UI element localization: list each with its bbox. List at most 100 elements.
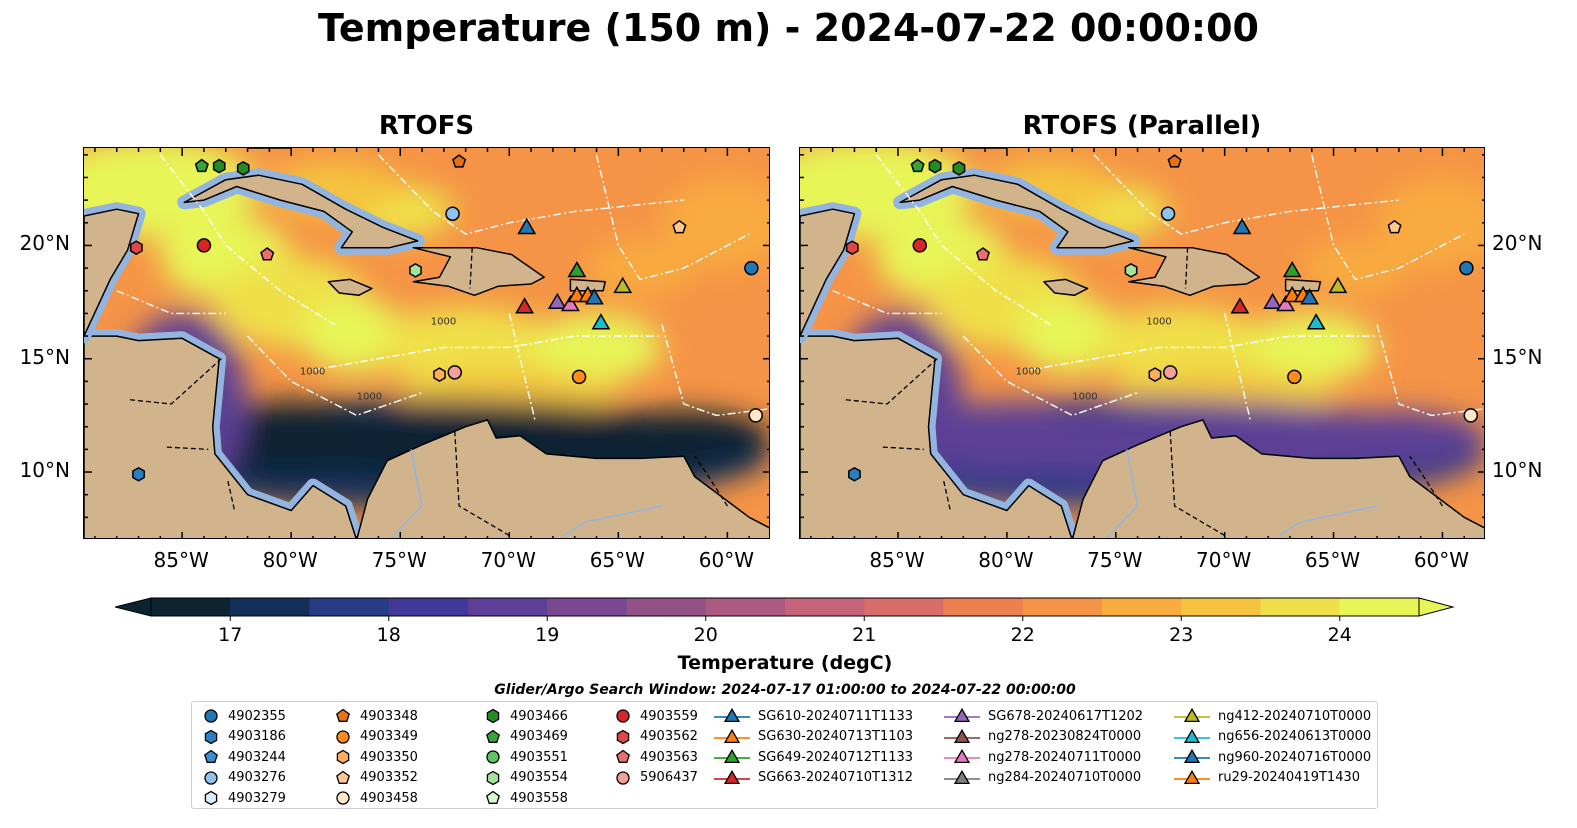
lon-tick-label: 80°W xyxy=(262,548,318,572)
observation-marker[interactable]: ng656-20240613T0000 xyxy=(1306,313,1326,330)
observation-marker[interactable]: 4903348 xyxy=(1167,154,1182,168)
legend-pentagon-icon xyxy=(486,790,500,804)
colorbar-bin xyxy=(1339,598,1420,616)
observation-marker[interactable]: 4903562 xyxy=(845,240,859,256)
lat-tick-label: 15°N xyxy=(1492,344,1543,369)
observation-marker[interactable]: 4903554 xyxy=(409,263,422,278)
observation-marker[interactable]: SG678-20240617T1202 xyxy=(547,292,567,310)
figure-title: Temperature (150 m) - 2024-07-22 00:00:0… xyxy=(317,6,1259,50)
observation-marker[interactable]: 4903563 xyxy=(260,247,275,261)
observation-marker[interactable]: 4903186 xyxy=(132,466,145,482)
legend-label: SG663-20240710T1312 xyxy=(758,770,914,785)
legend-item: ng278-20240711T0000 xyxy=(942,747,1141,767)
observation-marker[interactable]: 4903458 xyxy=(748,408,763,423)
observation-marker[interactable]: 4903466 xyxy=(212,158,226,174)
observation-marker[interactable]: ng278-20240711T0000 xyxy=(560,295,580,312)
colorbar-bin xyxy=(388,598,469,616)
legend-item: 4903349 xyxy=(332,727,418,747)
observation-marker[interactable]: ng278-20240711T0000 xyxy=(1276,295,1296,312)
legend-triangle-icon xyxy=(1174,707,1210,723)
legend-label: ru29-20240419T1430 xyxy=(1218,770,1361,785)
colorbar-extend-low xyxy=(115,597,152,617)
observation-marker[interactable]: SG610-20240711T1133 xyxy=(1232,217,1252,235)
legend-label: 5906437 xyxy=(640,770,698,785)
legend-label: 4903551 xyxy=(510,749,568,765)
observation-marker[interactable]: 5906437 xyxy=(1162,365,1178,380)
legend-item: 4903348 xyxy=(332,706,418,726)
legend-item: 4903558 xyxy=(482,788,568,808)
observation-marker[interactable]: SG649-20240712T1133 xyxy=(1282,261,1302,278)
panel-title-left: RTOFS xyxy=(378,111,475,141)
axis-ticks xyxy=(800,148,1484,538)
observation-marker[interactable]: 4903469 xyxy=(194,158,209,173)
country-border xyxy=(469,247,473,289)
observation-marker[interactable]: SG610-20240711T1133 xyxy=(517,217,537,235)
eez-boundary xyxy=(159,154,336,326)
land-south-america xyxy=(1071,419,1484,538)
legend-item: 4903469 xyxy=(482,727,568,747)
observation-marker[interactable]: 4903276 xyxy=(445,206,460,221)
legend-label: 4903559 xyxy=(640,708,698,724)
axis-ticks xyxy=(84,148,769,538)
observation-marker[interactable]: 4903349 xyxy=(571,369,587,385)
observation-marker[interactable]: 4903458 xyxy=(1463,408,1479,423)
observation-marker[interactable]: 4903349 xyxy=(1287,369,1302,385)
observation-marker[interactable]: SG663-20240710T1312 xyxy=(1230,297,1250,314)
observation-marker[interactable]: ng960-20240716T0000 xyxy=(584,288,604,305)
legend-triangle-icon xyxy=(944,707,980,723)
observation-marker[interactable]: SG663-20240710T1312 xyxy=(515,297,534,314)
observation-marker[interactable]: SG678-20240617T1202 xyxy=(1263,292,1282,310)
observation-marker[interactable]: 4903276 xyxy=(1160,206,1176,221)
land-yucatan xyxy=(800,208,856,337)
observation-marker[interactable]: 4903350 xyxy=(1148,367,1162,382)
observation-marker[interactable]: ng656-20240613T0000 xyxy=(591,313,611,330)
land-jamaica xyxy=(1043,278,1089,297)
observation-marker[interactable]: 4903563 xyxy=(975,247,990,261)
observation-marker[interactable]: 4903348 xyxy=(452,154,467,168)
map-panel-right[interactable]: 1000 1000 1000 4902355 4903186 4903276 4903348… xyxy=(799,147,1485,539)
observation-marker[interactable]: 4903466 xyxy=(236,161,250,176)
eez-boundary xyxy=(1093,154,1399,235)
observation-marker[interactable]: SG649-20240712T1133 xyxy=(567,261,587,278)
observation-marker[interactable]: ng412-20240710T0000 xyxy=(1328,276,1348,294)
observation-marker[interactable]: 4903562 xyxy=(129,240,143,256)
observation-marker[interactable]: ng412-20240710T0000 xyxy=(613,276,633,294)
legend-label: SG649-20240712T1133 xyxy=(758,749,914,765)
depth-contour-label: 1000 xyxy=(357,392,382,403)
observation-marker[interactable]: 4903469 xyxy=(910,158,925,173)
observation-marker[interactable]: ng960-20240716T0000 xyxy=(1300,288,1320,305)
lon-tick-label: 80°W xyxy=(978,548,1034,572)
observation-marker[interactable]: 4903466 xyxy=(952,161,966,176)
lon-tick-label: 70°W xyxy=(1196,548,1252,572)
colorbar-bin xyxy=(785,598,865,616)
legend-pentagon-icon xyxy=(336,770,350,784)
legend-label: 4903469 xyxy=(510,729,568,744)
map-panel-left[interactable]: 1000 1000 1000 4902355 4903186 4903276 4903348… xyxy=(83,147,770,539)
observation-marker[interactable]: 4903350 xyxy=(433,367,446,382)
observation-marker[interactable]: 4903466 xyxy=(928,158,942,174)
legend-label: 4903276 xyxy=(228,770,286,785)
observation-marker[interactable]: 4903352 xyxy=(672,219,687,234)
legend-item: 4903551 xyxy=(482,747,568,767)
observation-marker[interactable]: 4903554 xyxy=(1124,263,1138,278)
land-south-america xyxy=(356,419,769,538)
eez-boundary xyxy=(247,335,423,417)
observation-marker[interactable]: 4902355 xyxy=(744,260,759,276)
colorbar-tick-label: 24 xyxy=(1327,624,1352,646)
observation-marker[interactable]: 4903186 xyxy=(848,466,861,482)
colorbar-bin xyxy=(705,598,786,616)
observation-marker[interactable]: 4902355 xyxy=(1459,260,1474,276)
observation-marker[interactable]: 5906437 xyxy=(447,365,463,380)
legend-item: ng960-20240716T0000 xyxy=(1172,747,1371,767)
legend-label: 4903562 xyxy=(640,729,698,744)
eez-boundary xyxy=(377,154,684,235)
observation-marker[interactable]: 4903559 xyxy=(912,238,928,253)
observation-marker[interactable]: 4903559 xyxy=(196,238,212,253)
legend-label: 4903349 xyxy=(360,729,418,744)
legend-item: 4903466 xyxy=(482,706,568,726)
legend-label: 4903352 xyxy=(360,770,418,785)
river xyxy=(1278,505,1378,537)
colorbar-bin xyxy=(547,598,627,616)
observation-marker[interactable]: 4903352 xyxy=(1387,219,1402,234)
legend-label: 4903558 xyxy=(510,790,568,806)
